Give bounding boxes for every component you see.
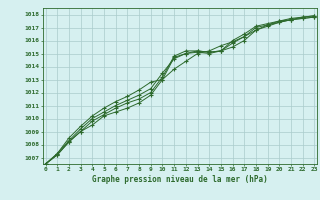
X-axis label: Graphe pression niveau de la mer (hPa): Graphe pression niveau de la mer (hPa) — [92, 175, 268, 184]
